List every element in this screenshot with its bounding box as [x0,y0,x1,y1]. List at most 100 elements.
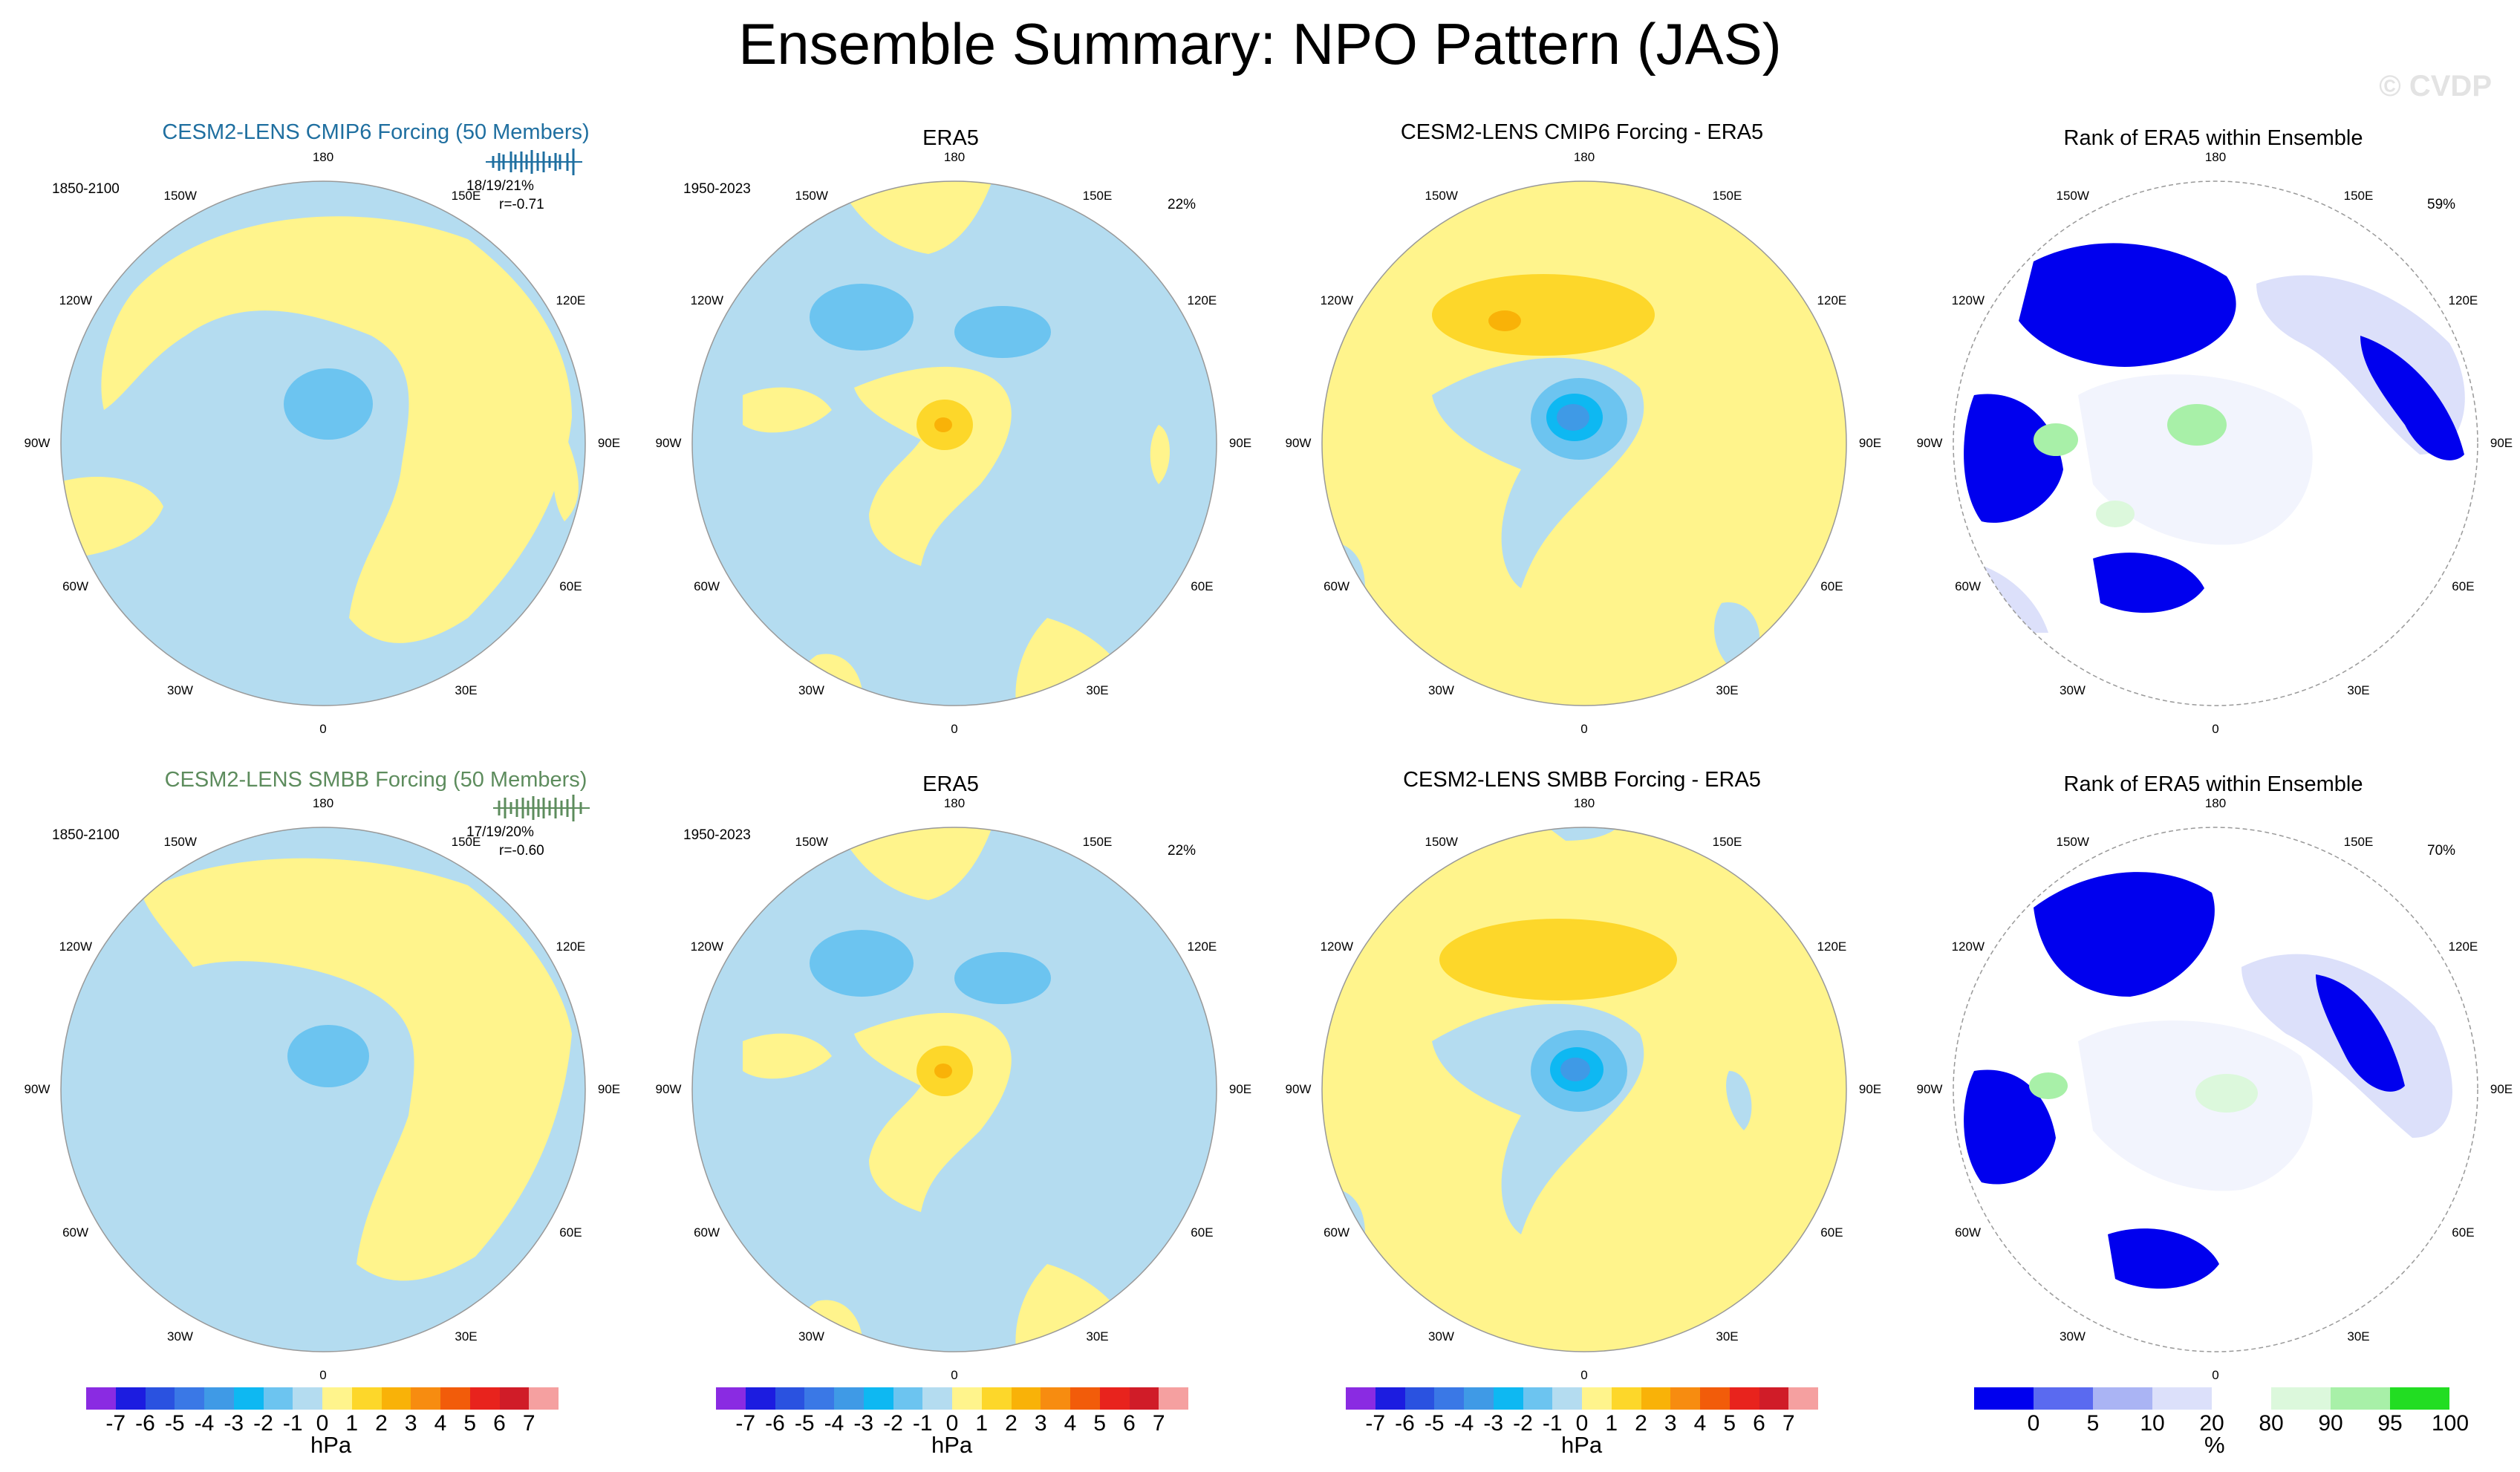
colorbar-tick-label: 0 [1575,1411,1589,1436]
longitude-label: 60W [1324,579,1350,593]
colorbar-tick-label: -4 [1453,1411,1474,1436]
colorbar-swatch [351,1387,382,1410]
longitude-label: 0 [951,1368,958,1382]
longitude-label: 180 [2204,150,2227,164]
longitude-label: 30W [1428,1329,1454,1344]
longitude-label: 180 [1573,150,1595,164]
colorbar-tick-label: -2 [253,1411,273,1436]
map-difference [1321,180,1847,706]
longitude-label: 120E [1187,293,1217,307]
rank-pct-label: 70% [2427,843,2456,859]
colorbar-swatch [1729,1387,1759,1410]
longitude-label: 60E [559,1225,582,1240]
colorbar-tick-label: 3 [1664,1411,1677,1436]
longitude-label: 30W [798,683,824,698]
colorbar-swatch [1759,1387,1789,1410]
colorbar-tick-label: 5 [1723,1411,1736,1436]
longitude-label: 180 [943,150,966,164]
field-positive-core [934,1064,952,1078]
variance-pct-label: 22% [1168,197,1196,212]
colorbar-tick-label: 1 [1605,1411,1618,1436]
longitude-label: 150W [1425,834,1458,849]
panel-title-model-smbb: CESM2-LENS SMBB Forcing (50 Members) [164,768,587,792]
colorbar-tick-label: 7 [522,1411,535,1436]
longitude-label: 90E [1228,1082,1252,1096]
colorbar-tick-label: -7 [105,1411,126,1436]
colorbar-swatch [411,1387,440,1410]
colorbar-tick-label: -3 [1483,1411,1504,1436]
correlation-label: r=-0.60 [499,843,544,859]
longitude-label: 150E [1082,188,1113,203]
rank-low [2034,872,2215,997]
page-title: Ensemble Summary: NPO Pattern (JAS) [738,11,1782,76]
colorbar-tick-label: -6 [765,1411,785,1436]
rank-high [2195,1074,2258,1113]
period-label: 1850-2100 [52,181,120,197]
colorbar-tick-label: 3 [404,1411,417,1436]
colorbar-tick-label: -5 [1424,1411,1445,1436]
colorbar-swatch [1582,1387,1612,1410]
longitude-label: 150E [451,188,481,203]
longitude-label: 0 [1580,1368,1588,1382]
colorbar-tick-label: -5 [164,1411,185,1436]
longitude-label: 180 [312,796,334,810]
field-positive [61,477,163,558]
longitude-label: 120E [2448,939,2478,954]
variance-pct-label: 22% [1168,843,1196,859]
longitude-label: 30E [1086,683,1109,698]
longitude-label: 90W [1916,436,1943,450]
longitude-label: 120E [556,939,586,954]
colorbar-swatch [804,1387,834,1410]
field-positive [854,1012,1012,1212]
colorbar-swatch [322,1387,352,1410]
panel-title-difference: CESM2-LENS CMIP6 Forcing - ERA5 [1400,120,1764,144]
longitude-label: 120W [59,939,92,954]
rank-high [2096,501,2135,527]
colorbar-swatch [233,1387,264,1410]
colorbar-tick-label: 20 [2199,1411,2224,1436]
map-difference [1321,827,1847,1352]
longitude-label: 120W [1320,939,1353,954]
colorbar-swatch [293,1387,322,1410]
period-label: 1850-2100 [52,827,120,843]
map-era5 [691,180,1217,706]
colorbar-swatch [2390,1387,2449,1410]
colorbar-swatch [145,1387,175,1410]
colorbar-tick-label: 1 [975,1411,989,1436]
longitude-label: 30E [455,683,478,698]
longitude-label: 150W [2056,188,2089,203]
longitude-label: 30E [2347,1329,2370,1344]
colorbar-swatch [1434,1387,1464,1410]
colorbar-tick-label: -4 [824,1411,844,1436]
longitude-label: 180 [943,796,966,810]
stat-label: 17/19/20% [466,824,534,840]
colorbar-tick-label: -1 [912,1411,933,1436]
colorbar-swatch [775,1387,805,1410]
colorbar-swatch [1700,1387,1730,1410]
colorbar-swatch [499,1387,530,1410]
colorbar-swatch [2331,1387,2390,1410]
panel-title-rank: Rank of ERA5 within Ensemble [2063,126,2363,150]
field-negative-center [810,930,914,997]
longitude-label: 120W [1320,293,1353,307]
colorbar-tick-label: 3 [1034,1411,1047,1436]
longitude-label: 30E [1086,1329,1109,1344]
colorbar-tick-label: 6 [493,1411,506,1436]
period-label: 1950-2023 [683,827,751,843]
colorbar-tick-label: 2 [1005,1411,1018,1436]
longitude-label: 150W [163,834,197,849]
colorbar-swatch [1346,1387,1375,1410]
rank-low [1964,394,2063,523]
longitude-label: 60E [1820,579,1843,593]
colorbar-tick-label: -7 [735,1411,756,1436]
longitude-label: 60W [694,1225,720,1240]
colorbar-swatch [1670,1387,1700,1410]
longitude-label: 30E [1716,683,1739,698]
colorbar-swatch [2212,1387,2271,1410]
rank-mid-neutral [2078,1020,2313,1191]
map-rank [1953,180,2478,706]
longitude-label: 90E [597,1082,621,1096]
longitude-label: 60E [1191,579,1214,593]
map-era5 [691,827,1217,1352]
longitude-label: 30W [798,1329,824,1344]
